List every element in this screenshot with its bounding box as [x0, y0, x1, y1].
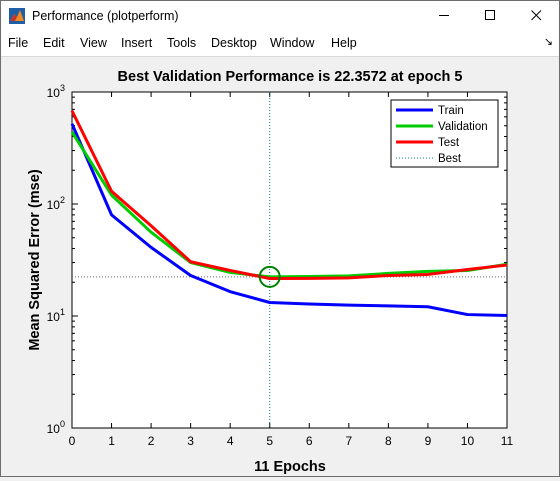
menu-window[interactable]: Window [270, 36, 314, 50]
menu-help[interactable]: Help [331, 36, 357, 50]
performance-chart: Best Validation Performance is 22.3572 a… [1, 57, 559, 476]
legend-label-best: Best [438, 153, 462, 165]
title-bar: Performance (plotperform) [1, 1, 559, 30]
x-tick-label: 9 [425, 434, 432, 448]
y-tick-exponent: 2 [60, 195, 65, 205]
menu-insert[interactable]: Insert [121, 36, 152, 50]
x-tick-label: 1 [108, 434, 115, 448]
menu-edit[interactable]: Edit [43, 36, 65, 50]
y-tick-label: 100 [47, 419, 65, 436]
y-tick-exponent: 1 [60, 307, 65, 317]
x-tick-label: 4 [227, 434, 234, 448]
x-tick-label: 6 [306, 434, 313, 448]
x-tick-label: 5 [266, 434, 273, 448]
menu-file[interactable]: File [8, 36, 28, 50]
y-tick-label: 102 [47, 195, 65, 212]
menu-view[interactable]: View [80, 36, 107, 50]
x-tick-label: 2 [148, 434, 155, 448]
y-tick-label: 101 [47, 307, 65, 324]
chart-title: Best Validation Performance is 22.3572 a… [118, 69, 463, 85]
y-tick-label: 103 [47, 83, 65, 100]
menu-overflow-arrow-icon[interactable]: ↘ [544, 35, 553, 48]
y-tick-exponent: 0 [60, 419, 65, 429]
legend-label-test: Test [438, 137, 460, 149]
legend-label-validation: Validation [438, 121, 488, 133]
x-tick-label: 0 [69, 434, 76, 448]
matlab-app-icon [9, 8, 25, 24]
minimize-button[interactable] [421, 1, 467, 30]
close-button[interactable] [513, 1, 559, 30]
x-tick-label: 10 [461, 434, 475, 448]
maximize-icon [485, 10, 496, 21]
menu-tools[interactable]: Tools [167, 36, 196, 50]
legend-label-train: Train [438, 105, 464, 117]
x-tick-label: 3 [187, 434, 194, 448]
window-title: Performance (plotperform) [32, 9, 179, 23]
menu-bar: File Edit View Insert Tools Desktop Wind… [1, 30, 559, 57]
minimize-icon [439, 10, 450, 21]
close-icon [531, 10, 542, 21]
menu-desktop[interactable]: Desktop [211, 36, 257, 50]
x-tick-label: 7 [345, 434, 352, 448]
y-axis-label: Mean Squared Error (mse) [27, 169, 43, 350]
legend: Train Validation Test Best [391, 100, 498, 167]
y-tick-exponent: 3 [60, 83, 65, 93]
figure-canvas: Best Validation Performance is 22.3572 a… [1, 57, 559, 476]
x-axis-label: 11 Epochs [254, 459, 326, 475]
x-tick-label: 11 [501, 434, 514, 448]
x-tick-label: 8 [385, 434, 392, 448]
maximize-button[interactable] [467, 1, 513, 30]
